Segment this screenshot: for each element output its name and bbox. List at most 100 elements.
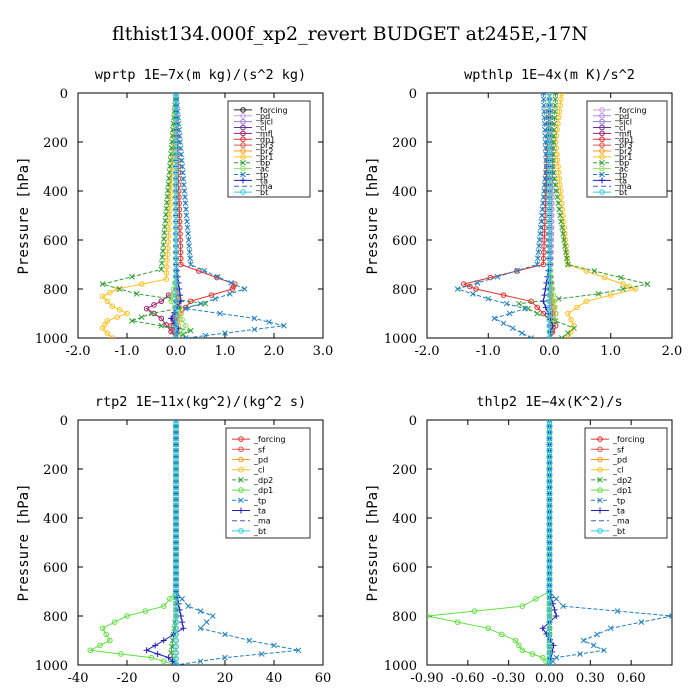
legend-entry: _dp1: [232, 486, 273, 495]
data-point: [160, 637, 167, 644]
data-point: [583, 298, 590, 305]
x-tick-label: 3.0: [313, 344, 334, 359]
data-point: [553, 613, 560, 619]
data-point: [186, 243, 192, 249]
data-point: [552, 304, 558, 311]
legend-marker: [240, 189, 246, 195]
data-point: [558, 93, 565, 96]
data-point: [554, 194, 561, 200]
y-tick-label: 0: [60, 87, 68, 102]
legend-entry: _ta: [591, 507, 625, 516]
data-point: [169, 643, 175, 650]
data-point: [173, 93, 179, 96]
data-point: [467, 283, 473, 290]
data-point: [148, 654, 155, 661]
data-point: [558, 194, 564, 200]
x-tick-label: 2.0: [662, 344, 683, 359]
data-point: [173, 643, 179, 650]
data-point: [546, 292, 553, 298]
data-point: [571, 325, 577, 332]
legend-entry: _cl: [593, 124, 626, 133]
data-point: [176, 286, 183, 292]
data-point: [555, 200, 562, 207]
data-point: [546, 298, 553, 305]
data-point: [165, 292, 172, 298]
data-point: [541, 102, 547, 109]
legend-label: _dp2: [612, 476, 632, 485]
legend-entry: _cl: [232, 466, 265, 475]
data-point: [546, 139, 553, 145]
data-point: [427, 613, 430, 619]
data-point: [173, 466, 179, 472]
data-point: [173, 212, 179, 219]
legend-label: _pr3: [614, 141, 632, 150]
data-point: [546, 649, 553, 656]
data-point: [181, 188, 188, 194]
y-tick-label: 600: [392, 234, 417, 249]
data-point: [158, 315, 165, 322]
data-point: [173, 224, 179, 231]
legend-marker: [599, 118, 605, 125]
y-tick-label: 600: [392, 561, 417, 576]
data-point: [103, 631, 109, 638]
data-point: [280, 322, 287, 329]
data-point: [173, 200, 179, 207]
legend-entry: _ac: [234, 165, 269, 174]
data-point: [173, 280, 179, 286]
data-point: [553, 595, 560, 602]
data-point: [167, 596, 173, 602]
data-point: [552, 102, 558, 109]
data-point: [549, 600, 556, 607]
data-point: [87, 647, 94, 654]
data-point: [460, 281, 467, 287]
legend-marker: [240, 177, 246, 184]
data-point: [173, 631, 179, 638]
data-point: [563, 249, 569, 256]
data-point: [173, 151, 179, 158]
data-point: [546, 212, 553, 219]
legend-label: _forcing: [255, 106, 288, 115]
data-point: [546, 515, 553, 521]
data-point: [546, 594, 553, 601]
data-point: [214, 273, 221, 280]
plot-frame: [77, 92, 324, 339]
data-point: [561, 237, 567, 243]
data-point: [509, 325, 516, 332]
legend-marker: [599, 189, 605, 195]
legend-entry: _pd: [234, 112, 270, 121]
data-point: [546, 200, 553, 207]
data-point: [546, 126, 553, 133]
data-point: [644, 281, 651, 287]
data-point: [173, 423, 179, 429]
data-point: [538, 212, 545, 219]
data-point: [173, 273, 179, 280]
data-point: [173, 594, 179, 601]
data-point: [99, 293, 106, 300]
data-point: [558, 335, 565, 338]
data-point: [543, 279, 550, 286]
plot-area: [454, 93, 651, 338]
data-point: [165, 654, 172, 661]
data-point: [546, 286, 553, 292]
legend-entry: _bt: [593, 188, 627, 197]
data-point: [565, 310, 571, 317]
legend: _forcing_sf _pd_cl_dp2_dp1_tp _ta_ma_bt: [584, 427, 668, 539]
x-tick-label: 0: [172, 671, 180, 686]
data-point: [554, 126, 560, 133]
data-point: [173, 472, 179, 478]
legend-marker: [599, 130, 605, 137]
legend-label: _pd: [614, 112, 629, 121]
data-point: [251, 315, 258, 322]
y-tick-label: 200: [43, 136, 68, 151]
legend-marker: [599, 113, 605, 119]
data-point: [173, 267, 179, 274]
data-point: [99, 325, 106, 332]
data-point: [546, 429, 553, 436]
legend-label: _bt: [612, 527, 625, 536]
data-point: [546, 304, 553, 311]
data-point: [173, 218, 179, 225]
legend-entry: _dp2: [591, 476, 632, 485]
data-point: [173, 194, 179, 200]
data-point: [535, 249, 542, 256]
plot-frame: [77, 419, 324, 666]
